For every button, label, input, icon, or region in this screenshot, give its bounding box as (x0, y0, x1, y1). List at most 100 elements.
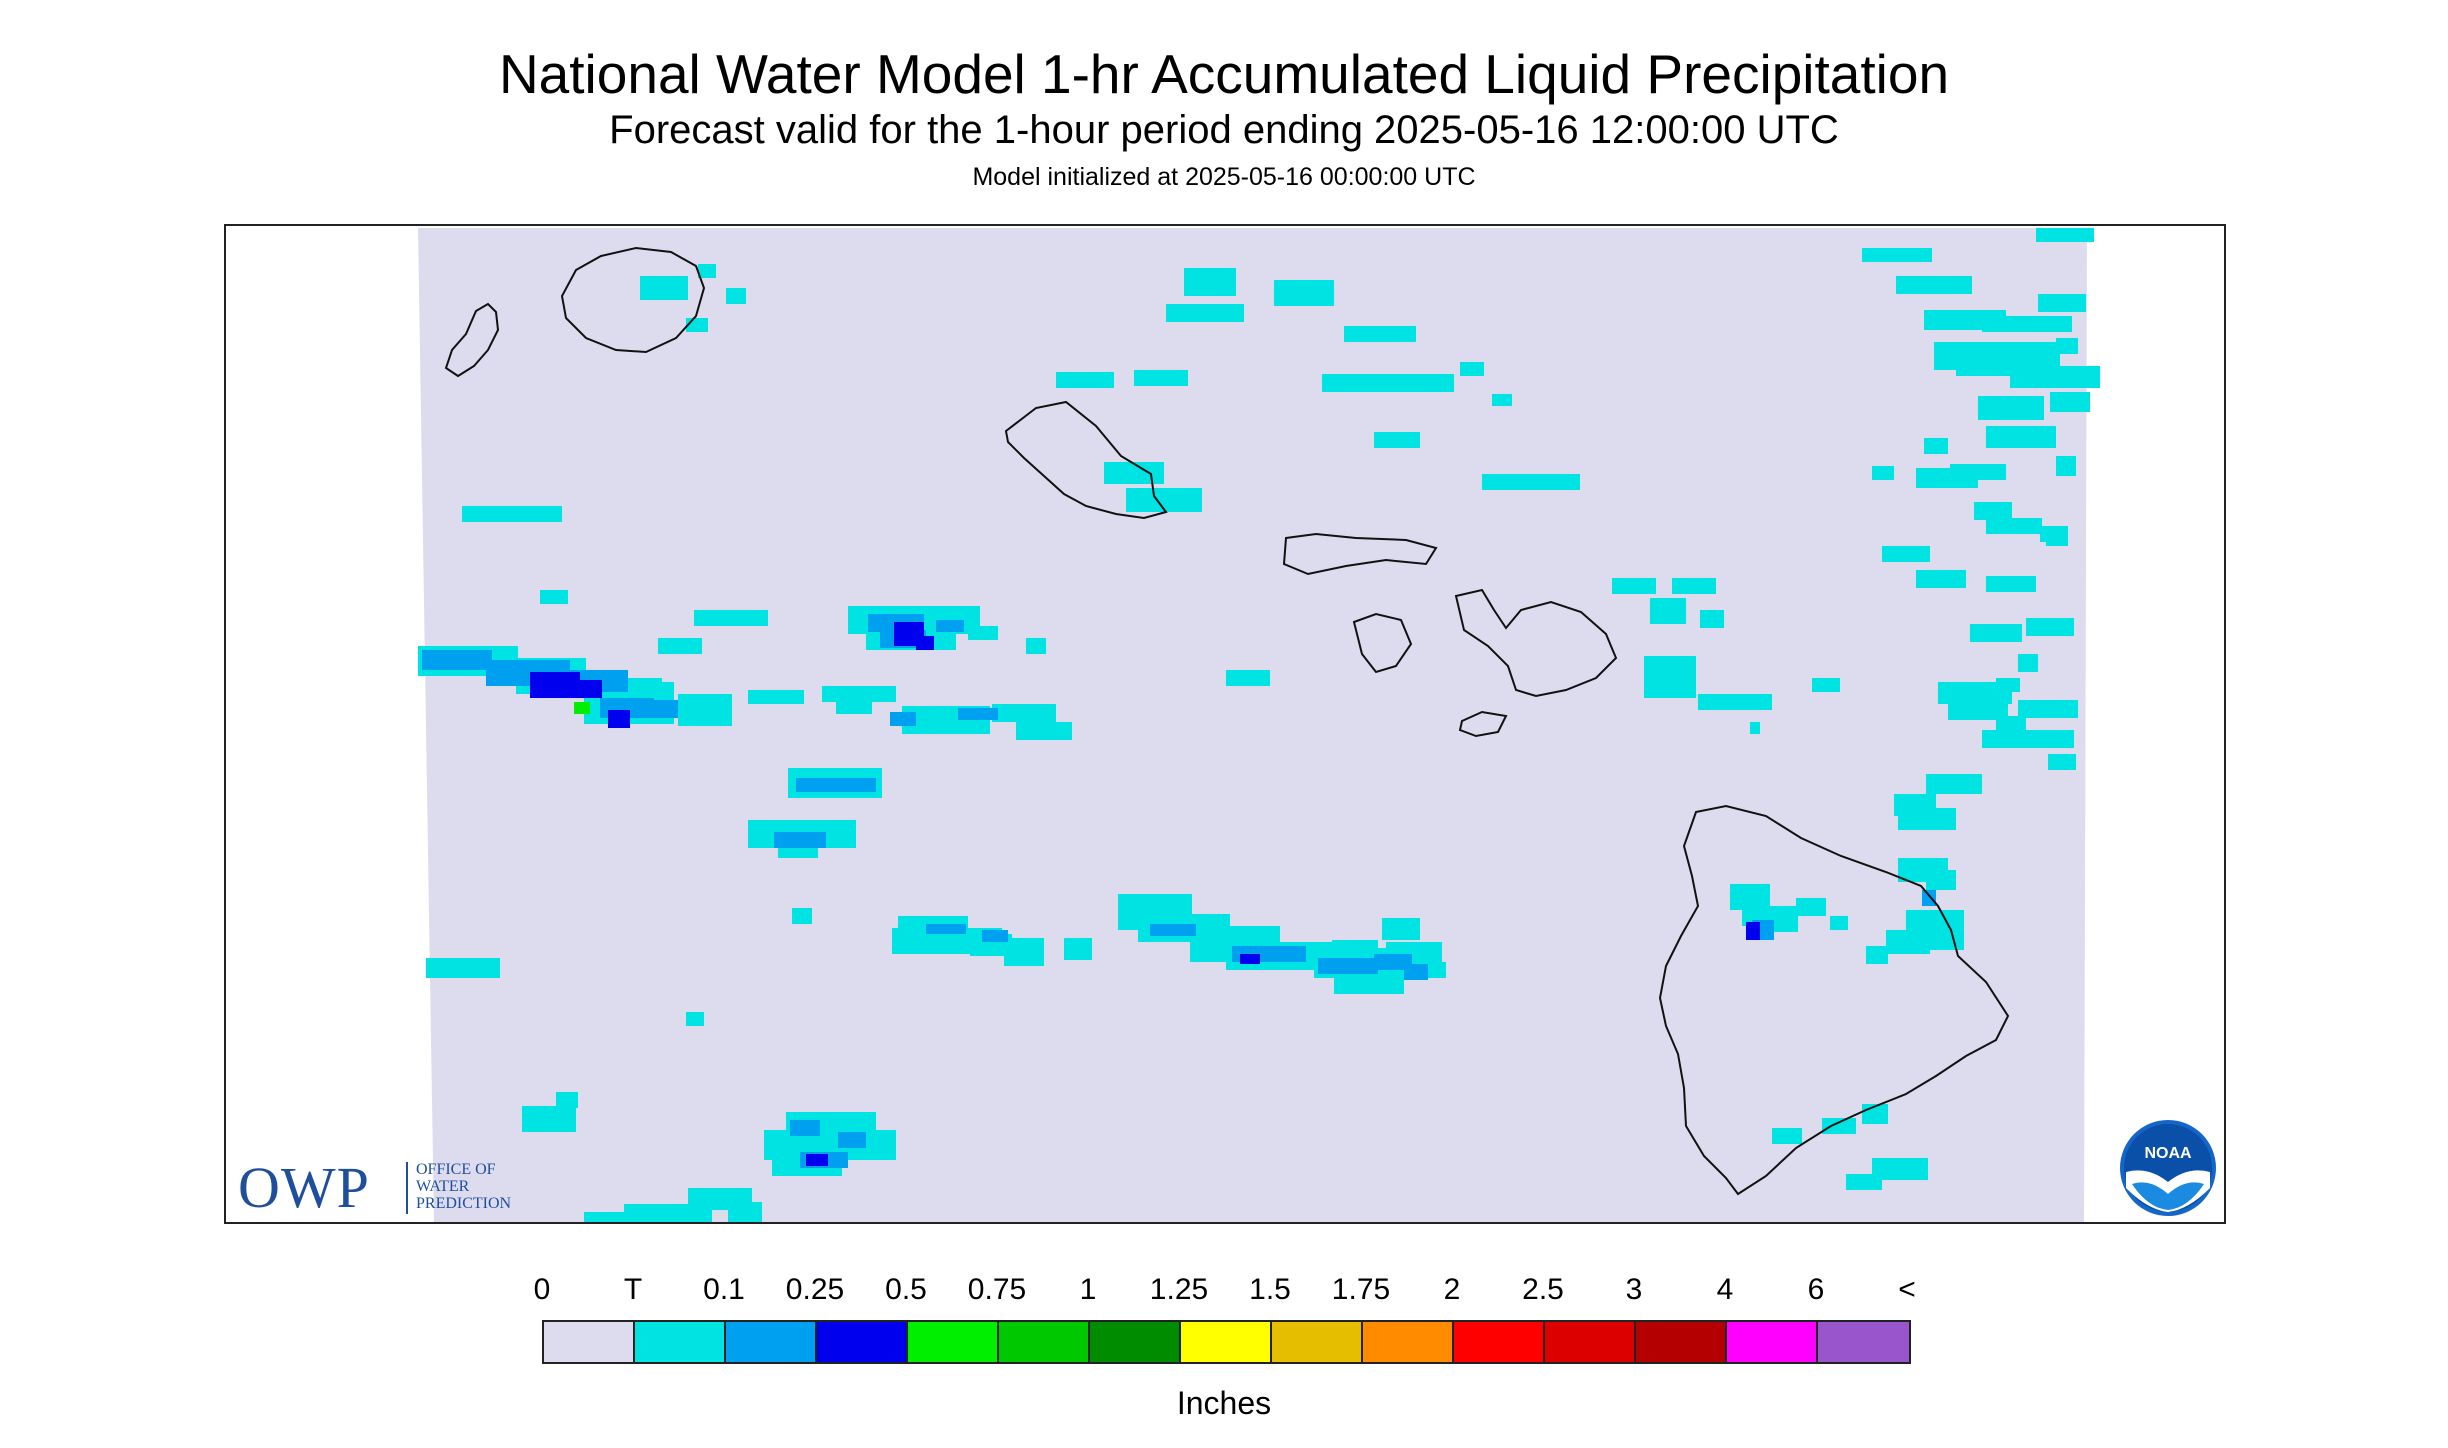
legend-swatch (1090, 1322, 1181, 1362)
precip-cell (1672, 578, 1716, 594)
precip-cell (2048, 754, 2076, 770)
owp-logo-divider (406, 1162, 408, 1214)
precip-cell (1026, 638, 1046, 654)
precip-cell (2038, 294, 2086, 312)
legend-tick-label: 0.1 (703, 1273, 745, 1306)
precip-cell (1134, 370, 1188, 386)
precip-cell (1492, 394, 1512, 406)
precip-cell (686, 1012, 704, 1026)
map-panel: OWP OFFICE OF WATER PREDICTION NOAA (224, 224, 2226, 1224)
precip-cell (1886, 930, 1930, 954)
precip-cell (1404, 964, 1428, 980)
precip-cell (890, 712, 916, 726)
precip-cell (1344, 326, 1416, 342)
legend-swatch (1181, 1322, 1272, 1362)
precip-cell (1948, 700, 2008, 720)
coast-maui (1454, 588, 1618, 698)
precip-cell (1184, 268, 1236, 296)
precip-cell (1872, 466, 1894, 480)
precip-cell (1460, 362, 1484, 376)
precip-cell (1862, 248, 1932, 262)
owp-logo-words: OFFICE OF WATER PREDICTION (416, 1161, 511, 1212)
map-subtitle: Forecast valid for the 1-hour period end… (609, 108, 1839, 152)
precip-cell (1970, 624, 2022, 642)
precip-cell (694, 610, 768, 626)
precip-cell (1916, 468, 1978, 488)
precip-cell (1822, 1118, 1856, 1134)
precip-cell (1104, 462, 1164, 484)
precip-cell (774, 832, 826, 848)
precip-cell (1332, 940, 1378, 962)
precip-cell (2056, 456, 2076, 476)
legend-tick-label: 0.75 (967, 1273, 1027, 1306)
precip-cell (1974, 502, 2012, 520)
precip-cell (1882, 546, 1930, 562)
legend-tick-label: 1 (1079, 1273, 1097, 1306)
precip-cell (796, 778, 876, 792)
precipitation-cells (418, 228, 2100, 1222)
precip-cell (638, 700, 678, 718)
precip-cell (1016, 722, 1072, 740)
owp-logo: OWP OFFICE OF WATER PREDICTION (238, 1158, 568, 1218)
precip-cell (2036, 228, 2094, 242)
precip-cell (1482, 474, 1580, 490)
precip-cell (1830, 916, 1848, 930)
precip-cell (926, 924, 966, 934)
precip-cell (422, 650, 492, 670)
precip-cell (2010, 366, 2100, 388)
precip-cell (1986, 518, 2042, 534)
precip-cell (1938, 682, 2012, 704)
legend-tick-label: < (1898, 1273, 1916, 1306)
precip-cell (1226, 670, 1270, 686)
precip-cell (1698, 694, 1772, 710)
precip-cell (916, 636, 934, 650)
precip-cell (792, 908, 812, 924)
precip-cell (728, 1202, 762, 1222)
coast-hawaii (1658, 804, 2010, 1196)
legend-unit: Inches (1176, 1385, 1272, 1421)
noaa-logo-bird (2126, 1170, 2210, 1212)
precip-cell (2046, 530, 2068, 546)
precip-cell (1650, 598, 1686, 624)
legend-tick-label: 4 (1716, 1273, 1734, 1306)
legend-swatch (726, 1322, 817, 1362)
legend-colorbar (542, 1320, 1911, 1364)
precip-cell (1996, 678, 2020, 692)
precip-cell (1986, 576, 2036, 592)
legend-swatch (999, 1322, 1090, 1362)
precip-cell (686, 318, 708, 332)
precip-cell (608, 710, 630, 728)
coast-oahu (1004, 400, 1168, 520)
precip-cell (678, 694, 732, 726)
coast-kauai (560, 246, 706, 354)
legend-tick-label: 3 (1625, 1273, 1643, 1306)
precip-cell (1896, 276, 1972, 294)
model-init-time: Model initialized at 2025-05-16 00:00:00… (972, 163, 1476, 191)
precip-cell (1812, 678, 1840, 692)
legend-tick-label: 6 (1807, 1273, 1825, 1306)
precip-cell (574, 702, 590, 714)
precip-cell (958, 708, 998, 720)
legend-swatch (1454, 1322, 1545, 1362)
precip-cell (1926, 774, 1982, 794)
precip-cell (584, 1212, 624, 1222)
precip-cell (1916, 570, 1966, 588)
legend-tick-label: 0.25 (785, 1273, 845, 1306)
precip-cell (1644, 656, 1696, 698)
precip-cell (838, 1132, 866, 1148)
precip-cell (982, 930, 1008, 942)
noaa-logo: NOAA (2120, 1120, 2216, 1216)
precip-cell (1982, 316, 2072, 332)
precipitation-map (418, 228, 2100, 1222)
precip-cell (1700, 610, 1724, 628)
precip-cell (790, 1120, 820, 1136)
precip-cell (1750, 722, 1760, 734)
noaa-logo-text: NOAA (2144, 1145, 2192, 1162)
precip-cell (1382, 918, 1420, 940)
precip-cell (1772, 1128, 1802, 1144)
legend-swatch (1272, 1322, 1363, 1362)
precip-cell (1982, 730, 2074, 748)
precip-cell (640, 276, 688, 300)
precip-cell (698, 264, 716, 278)
precip-cell (1056, 372, 1114, 388)
